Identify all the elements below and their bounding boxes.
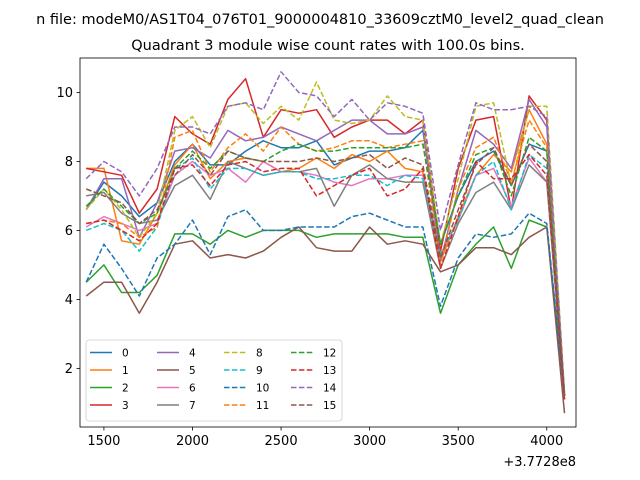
y-tick-label: 2	[65, 362, 73, 377]
x-tick-label: 4000	[530, 434, 563, 449]
series-line-9	[85, 153, 566, 397]
legend-label-7: 7	[189, 400, 196, 412]
legend-label-2: 2	[122, 383, 129, 395]
y-tick-label: 4	[65, 293, 73, 308]
axes-frame	[79, 57, 577, 428]
legend-label-15: 15	[323, 400, 336, 412]
x-tick-label: 3500	[442, 434, 475, 449]
legend-label-14: 14	[323, 383, 337, 395]
x-tick-label: 2000	[176, 434, 209, 449]
series-line-15	[85, 143, 566, 397]
series-line-5	[85, 226, 566, 414]
x-tick-label: 2500	[265, 434, 298, 449]
series-line-8	[85, 81, 566, 393]
series-line-12	[85, 136, 566, 397]
legend-label-4: 4	[189, 348, 196, 360]
legend-label-9: 9	[256, 365, 263, 377]
x-tick-label: 1500	[87, 434, 120, 449]
legend-label-1: 1	[122, 365, 129, 377]
legend-label-0: 0	[122, 348, 129, 360]
legend-label-13: 13	[323, 365, 336, 377]
y-tick-label: 8	[65, 155, 73, 170]
y-tick-label: 6	[65, 224, 73, 239]
series-line-4	[85, 98, 566, 397]
legend-label-11: 11	[256, 400, 269, 412]
plot-area	[85, 71, 566, 414]
figure-suptitle: n file: modeM0/AS1T04_076T01_9000004810_…	[36, 12, 604, 28]
x-tick-label: 3000	[353, 434, 386, 449]
legend-label-10: 10	[256, 383, 269, 395]
legend-label-8: 8	[256, 348, 263, 360]
series-line-11	[86, 119, 566, 397]
series-line-14	[85, 71, 566, 393]
chart-title: Quadrant 3 module wise count rates with …	[131, 38, 525, 54]
series-line-2	[85, 219, 566, 397]
legend-label-12: 12	[323, 348, 336, 360]
series-line-3	[86, 77, 566, 397]
x-offset-label: +3.7728e8	[503, 455, 576, 470]
series-line-7	[86, 160, 566, 400]
series-line-13	[86, 153, 566, 400]
legend-label-3: 3	[122, 400, 129, 412]
legend-label-5: 5	[189, 365, 196, 377]
legend-label-6: 6	[189, 383, 196, 395]
y-tick-label: 10	[56, 86, 73, 101]
series-line-10	[85, 208, 566, 397]
legend-box	[85, 339, 343, 422]
